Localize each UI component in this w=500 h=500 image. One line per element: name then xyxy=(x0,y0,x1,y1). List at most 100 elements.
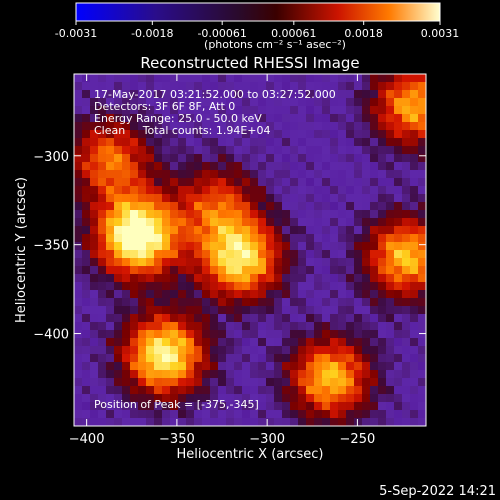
heatmap-cell xyxy=(346,298,355,307)
heatmap-cell xyxy=(338,266,347,275)
heatmap-cell xyxy=(106,202,115,211)
heatmap-cell xyxy=(130,258,139,267)
heatmap-cell xyxy=(226,250,235,259)
heatmap-cell xyxy=(402,130,411,139)
heatmap-cell xyxy=(274,130,283,139)
heatmap-cell xyxy=(370,242,379,251)
heatmap-cell xyxy=(122,282,131,291)
heatmap-cell xyxy=(410,410,419,419)
heatmap-cell xyxy=(226,258,235,267)
heatmap-cell xyxy=(250,298,259,307)
heatmap-cell xyxy=(170,354,179,363)
heatmap-cell xyxy=(282,306,291,315)
heatmap-cell xyxy=(202,266,211,275)
heatmap-cell xyxy=(370,298,379,307)
colorbar-tick-label: 0.0018 xyxy=(344,27,383,40)
heatmap-cell xyxy=(378,314,387,323)
heatmap-cell xyxy=(402,226,411,235)
heatmap-cell xyxy=(154,418,163,426)
heatmap-cell xyxy=(330,162,339,171)
heatmap-cell xyxy=(298,274,307,283)
heatmap-cell xyxy=(106,370,115,379)
heatmap-cell xyxy=(162,402,171,411)
heatmap-cell xyxy=(378,130,387,139)
heatmap-cell xyxy=(314,170,323,179)
heatmap-cell xyxy=(354,202,363,211)
heatmap-cell xyxy=(178,306,187,315)
heatmap-cell xyxy=(266,370,275,379)
heatmap-cell xyxy=(154,162,163,171)
heatmap-cell xyxy=(418,306,426,315)
heatmap-cell xyxy=(282,122,291,131)
heatmap-cell xyxy=(122,170,131,179)
heatmap-cell xyxy=(234,410,243,419)
heatmap-cell xyxy=(90,178,99,187)
heatmap-cell xyxy=(362,338,371,347)
heatmap-cell xyxy=(362,146,371,155)
heatmap-cell xyxy=(106,394,115,403)
heatmap-cell xyxy=(162,314,171,323)
heatmap-cell xyxy=(298,250,307,259)
heatmap-cell xyxy=(106,226,115,235)
heatmap-cell xyxy=(354,242,363,251)
heatmap-cell xyxy=(402,330,411,339)
heatmap-cell xyxy=(314,322,323,331)
heatmap-cell xyxy=(282,410,291,419)
heatmap-cell xyxy=(138,90,147,99)
heatmap-cell xyxy=(394,130,403,139)
heatmap-cell xyxy=(138,274,147,283)
heatmap-cell xyxy=(266,186,275,195)
heatmap-cell xyxy=(274,202,283,211)
heatmap-cell xyxy=(202,394,211,403)
heatmap-cell xyxy=(410,314,419,323)
heatmap-cell xyxy=(178,194,187,203)
heatmap-cell xyxy=(298,122,307,131)
heatmap-cell xyxy=(306,354,315,363)
heatmap-cell xyxy=(298,266,307,275)
heatmap-cell xyxy=(290,234,299,243)
heatmap-cell xyxy=(82,186,91,195)
heatmap-cell xyxy=(154,386,163,395)
heatmap-cell xyxy=(130,266,139,275)
heatmap-cell xyxy=(346,210,355,219)
heatmap-cell xyxy=(130,346,139,355)
heatmap-cell xyxy=(210,178,219,187)
heatmap-cell xyxy=(98,354,107,363)
heatmap-cell xyxy=(338,234,347,243)
heatmap-cell xyxy=(402,298,411,307)
heatmap-cell xyxy=(330,210,339,219)
heatmap-cell xyxy=(354,322,363,331)
heatmap-cell xyxy=(98,98,107,107)
heatmap-cell xyxy=(234,82,243,91)
heatmap-cell xyxy=(362,274,371,283)
heatmap-cell xyxy=(418,114,426,123)
heatmap-cell xyxy=(290,226,299,235)
heatmap-cell xyxy=(250,418,259,426)
heatmap-cell xyxy=(154,234,163,243)
heatmap-cell xyxy=(282,314,291,323)
heatmap-cell xyxy=(362,114,371,123)
heatmap-cell xyxy=(162,74,171,83)
heatmap-cell xyxy=(170,266,179,275)
heatmap-cell xyxy=(386,154,395,163)
heatmap-cell xyxy=(306,234,315,243)
heatmap-cell xyxy=(138,226,147,235)
heatmap-cell xyxy=(114,370,123,379)
heatmap-cell xyxy=(290,242,299,251)
heatmap-cell xyxy=(98,402,107,411)
heatmap-cell xyxy=(298,394,307,403)
heatmap-cell xyxy=(290,410,299,419)
heatmap-cell xyxy=(130,338,139,347)
heatmap-cell xyxy=(146,282,155,291)
heatmap-cell xyxy=(202,282,211,291)
heatmap-cell xyxy=(402,394,411,403)
heatmap-cell xyxy=(402,386,411,395)
heatmap-cell xyxy=(282,138,291,147)
heatmap-cell xyxy=(82,194,91,203)
heatmap-cell xyxy=(82,250,91,259)
heatmap-cell xyxy=(82,386,91,395)
heatmap-cell xyxy=(202,362,211,371)
heatmap-cell xyxy=(242,410,251,419)
heatmap-cell xyxy=(98,322,107,331)
